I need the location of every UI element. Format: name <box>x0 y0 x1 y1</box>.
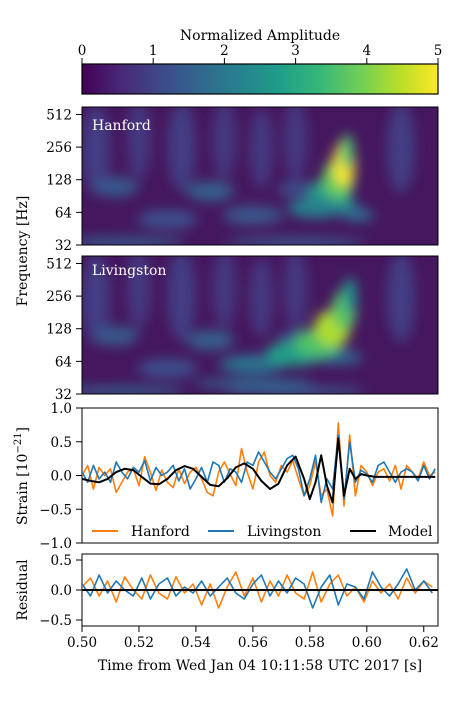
legend-model: Model <box>388 524 433 540</box>
hanford-freq-ticks: 32 64 128 256 512 <box>46 107 82 254</box>
colorbar-tick-label: 3 <box>291 43 300 59</box>
freq-tick-label: 32 <box>55 238 72 254</box>
strain-label-exp: −21 <box>13 432 24 453</box>
spectrogram-feature <box>167 107 196 192</box>
spectrogram-feature <box>137 358 198 379</box>
colorbar-tick-label: 2 <box>220 43 229 59</box>
residual-tick-label: 0.5 <box>51 553 72 569</box>
spectrogram-feature <box>342 277 357 314</box>
strain-tick-label: −1.0 <box>39 536 72 552</box>
frequency-axis-label: Frequency [Hz] <box>15 196 31 307</box>
freq-tick-label: 512 <box>46 107 72 123</box>
freq-tick-label: 256 <box>46 289 72 305</box>
freq-tick-label: 32 <box>55 387 72 403</box>
series-livingston <box>82 568 433 609</box>
residual-tick-label: −0.5 <box>39 613 72 629</box>
spectrogram-feature <box>186 181 235 202</box>
colorbar-tick-label: 1 <box>149 43 158 59</box>
freq-tick-label: 64 <box>55 354 72 370</box>
strain-tick-label: 1.0 <box>51 401 72 417</box>
freq-tick-label: 64 <box>55 205 72 221</box>
colorbar-tick-label: 4 <box>363 43 372 59</box>
series-livingston <box>82 434 436 504</box>
residual-ticks: −0.5 0.0 0.5 <box>39 553 82 629</box>
spectrogram-feature <box>283 256 308 329</box>
spectrogram-feature <box>126 107 151 180</box>
legend-hanford: Hanford <box>131 524 190 540</box>
spectrogram-feature <box>137 209 198 230</box>
spectrogram-feature <box>249 108 274 189</box>
spectrogram-feature <box>192 378 313 389</box>
spectrogram-feature <box>82 107 111 196</box>
strain-label-base: Strain [10 <box>15 454 31 525</box>
legend-livingston: Livingston <box>247 524 321 540</box>
colorbar-tick-label: 0 <box>78 43 87 59</box>
spectrogram-feature <box>82 256 111 345</box>
strain-axis-label: Strain [10−21] <box>13 427 31 525</box>
strain-panel: −1.0 −0.5 0.0 0.5 1.0 Hanford Livingston Mod… <box>39 401 439 552</box>
hanford-label: Hanford <box>92 118 151 134</box>
strain-label-close: ] <box>15 427 31 432</box>
freq-tick-label: 256 <box>46 140 72 156</box>
spectrogram-feature <box>283 107 308 180</box>
freq-tick-label: 512 <box>46 256 72 272</box>
spectrogram-feature <box>212 256 237 329</box>
spectrogram-feature <box>386 256 415 343</box>
time-tick-label: 0.54 <box>181 635 211 651</box>
spectrogram-feature <box>94 176 139 197</box>
residual-panel: −0.5 0.0 0.5 0.50 0.52 0.54 0.56 0.58 0.60 0.62 <box>39 553 439 651</box>
time-ticks: 0.50 0.52 0.54 0.56 0.58 0.60 0.62 <box>67 626 439 651</box>
strain-legend: Hanford Livingston Model <box>92 524 433 540</box>
spectrogram-feature <box>126 256 151 329</box>
colorbar-label: Normalized Amplitude <box>180 28 340 44</box>
livingston-label: Livingston <box>92 263 166 279</box>
freq-tick-label: 128 <box>46 173 72 189</box>
spectrogram-feature <box>342 209 375 222</box>
livingston-freq-ticks: 32 64 128 256 512 <box>46 256 82 403</box>
time-tick-label: 0.56 <box>238 635 268 651</box>
spectrogram-feature <box>225 237 366 245</box>
series-model <box>82 437 436 504</box>
spectrogram-feature <box>339 134 354 171</box>
strain-tick-label: −0.5 <box>39 502 72 518</box>
strain-tick-label: 0.0 <box>51 469 72 485</box>
spectrogram-feature <box>287 198 344 219</box>
time-tick-label: 0.58 <box>295 635 325 651</box>
time-tick-label: 0.50 <box>67 635 97 651</box>
spectrogram-feature <box>222 205 283 226</box>
spectrogram-feature <box>82 386 185 394</box>
colorbar-ticks: 0 1 2 3 4 5 <box>78 43 443 64</box>
colorbar-gradient <box>81 63 439 95</box>
colorbar-tick-label: 5 <box>434 43 443 59</box>
freq-tick-label: 128 <box>46 322 72 338</box>
time-tick-label: 0.62 <box>409 635 439 651</box>
hanford-spectrogram: Hanford 32 64 128 256 512 <box>46 106 439 254</box>
spectrogram-feature <box>277 181 314 198</box>
livingston-spectrogram: Livingston 32 64 128 256 512 <box>46 255 439 403</box>
spectrogram-feature <box>94 325 139 346</box>
spectrogram-feature <box>386 107 415 194</box>
time-axis-label: Time from Wed Jan 04 10:11:58 UTC 2017 [… <box>98 658 422 674</box>
spectrogram-feature <box>82 237 185 245</box>
time-tick-label: 0.60 <box>352 635 382 651</box>
spectrogram-feature <box>186 330 235 351</box>
spectrogram-feature <box>167 256 196 341</box>
residual-tick-label: 0.0 <box>51 583 72 599</box>
time-tick-label: 0.52 <box>124 635 154 651</box>
residual-axis-label: Residual <box>15 559 31 621</box>
strain-ticks: −1.0 −0.5 0.0 0.5 1.0 <box>39 401 82 552</box>
spectrogram-feature <box>249 257 274 338</box>
colorbar: Normalized Amplitude 0 1 2 3 4 5 <box>78 28 443 95</box>
spectrogram-feature <box>212 107 237 180</box>
strain-tick-label: 0.5 <box>51 435 72 451</box>
